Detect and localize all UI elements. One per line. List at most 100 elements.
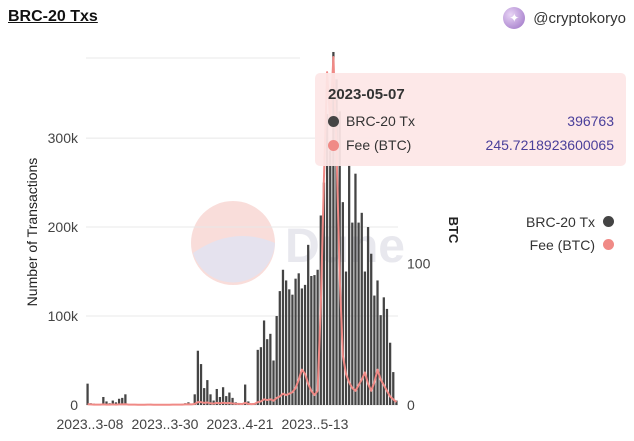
bar-brc20-tx[interactable]	[385, 308, 389, 405]
bar-brc20-tx[interactable]	[300, 288, 304, 405]
bar-brc20-tx[interactable]	[221, 387, 225, 405]
legend-dot-icon	[603, 239, 614, 250]
bar-brc20-tx[interactable]	[199, 364, 203, 405]
tooltip-value: 396763	[567, 113, 614, 129]
bar-brc20-tx[interactable]	[228, 392, 231, 405]
x-tick-label: 2023..5-13	[282, 416, 349, 432]
bar-brc20-tx[interactable]	[278, 291, 281, 405]
bar-brc20-tx[interactable]	[297, 273, 300, 405]
bar-brc20-tx[interactable]	[225, 396, 228, 405]
bar-brc20-tx[interactable]	[291, 294, 294, 405]
bar-brc20-tx[interactable]	[307, 244, 310, 405]
bar-brc20-tx[interactable]	[388, 342, 392, 405]
bar-brc20-tx[interactable]	[269, 333, 272, 405]
bar-brc20-tx[interactable]	[196, 350, 200, 405]
bar-brc20-tx[interactable]	[344, 271, 348, 405]
y-tick-label: 300k	[48, 130, 79, 146]
bar-brc20-tx[interactable]	[209, 394, 212, 405]
bar-brc20-tx[interactable]	[203, 388, 206, 405]
bar-brc20-tx[interactable]	[382, 297, 385, 405]
bar-brc20-tx[interactable]	[281, 269, 285, 405]
bar-brc20-tx[interactable]	[259, 347, 263, 405]
x-tick-label: 2023..3-30	[132, 416, 199, 432]
tooltip-dot-icon	[328, 115, 339, 127]
y-tick-label: 200k	[48, 219, 79, 235]
x-tick-label: 2023..4-21	[207, 416, 274, 432]
legend-label: BRC-20 Tx	[526, 213, 595, 230]
legend-item-tx[interactable]: BRC-20 Tx	[526, 210, 614, 233]
bar-brc20-tx[interactable]	[218, 396, 222, 405]
bar-brc20-tx[interactable]	[351, 222, 354, 405]
avatar-icon: ✦	[503, 7, 526, 29]
bar-brc20-tx[interactable]	[105, 401, 108, 405]
bar-brc20-tx[interactable]	[303, 284, 307, 405]
tooltip-row-tx: BRC-20 Tx 396763	[328, 109, 614, 133]
bar-brc20-tx[interactable]	[206, 380, 209, 405]
bar-brc20-tx[interactable]	[363, 271, 367, 405]
legend-item-fee[interactable]: Fee (BTC)	[526, 233, 614, 256]
bar-brc20-tx[interactable]	[366, 227, 370, 405]
bar-brc20-tx[interactable]	[316, 269, 319, 405]
bar-brc20-tx[interactable]	[124, 394, 127, 405]
author-name: @cryptokoryo	[533, 9, 626, 27]
bar-brc20-tx[interactable]	[379, 315, 382, 405]
bar-brc20-tx[interactable]	[102, 396, 105, 405]
bar-brc20-tx[interactable]	[275, 316, 278, 405]
bar-brc20-tx[interactable]	[86, 383, 89, 405]
chart-title[interactable]: BRC-20 Txs	[8, 8, 98, 25]
bar-brc20-tx[interactable]	[121, 397, 124, 405]
bar-brc20-tx[interactable]	[360, 212, 363, 405]
bar-brc20-tx[interactable]	[310, 275, 313, 405]
bar-brc20-tx[interactable]	[272, 360, 275, 405]
bar-brc20-tx[interactable]	[329, 150, 332, 405]
bar-brc20-tx[interactable]	[294, 278, 297, 405]
bar-brc20-tx[interactable]	[335, 79, 338, 405]
tooltip-date: 2023-05-07	[328, 86, 405, 103]
y-axis-label: Number of Transactions	[24, 158, 40, 307]
tooltip-dot-icon	[328, 139, 339, 151]
y2-axis-label: BTC	[446, 217, 461, 244]
author-badge[interactable]: ✦ @cryptokoryo	[503, 7, 626, 29]
bar-brc20-tx[interactable]	[215, 388, 218, 405]
bar-brc20-tx[interactable]	[117, 398, 121, 405]
legend-label: Fee (BTC)	[529, 236, 595, 253]
bar-brc20-tx[interactable]	[284, 280, 288, 405]
bar-brc20-tx[interactable]	[392, 372, 395, 405]
y-tick-label: 0	[70, 397, 78, 413]
y-tick-label: 100k	[48, 308, 79, 324]
bar-brc20-tx[interactable]	[376, 280, 379, 405]
bar-brc20-tx[interactable]	[266, 339, 269, 405]
bar-brc20-tx[interactable]	[395, 400, 398, 405]
tooltip-label: Fee (BTC)	[346, 137, 412, 153]
bar-brc20-tx[interactable]	[354, 173, 357, 405]
bar-brc20-tx[interactable]	[332, 51, 335, 405]
bar-brc20-tx[interactable]	[244, 384, 247, 405]
tooltip-row-fee: Fee (BTC) 245.7218923600065	[328, 133, 614, 157]
y2-tick-label: 100	[407, 255, 431, 271]
watermark-logo: Dune	[191, 201, 405, 285]
svg-text:Dune: Dune	[285, 220, 405, 273]
bar-brc20-tx[interactable]	[256, 349, 259, 405]
tooltip-value: 245.7218923600065	[485, 137, 614, 153]
bar-brc20-tx[interactable]	[373, 295, 376, 405]
bar-brc20-tx[interactable]	[370, 253, 373, 405]
tooltip: 2023-05-07 BRC-20 Tx 396763 Fee (BTC) 24…	[315, 73, 626, 166]
bar-brc20-tx[interactable]	[341, 202, 344, 405]
y2-tick-label: 0	[407, 397, 415, 413]
bar-brc20-tx[interactable]	[313, 275, 316, 405]
line-fee-btc[interactable]	[87, 56, 398, 406]
bar-brc20-tx[interactable]	[262, 320, 266, 405]
legend: BRC-20 Tx Fee (BTC)	[526, 210, 614, 256]
bar-brc20-tx[interactable]	[348, 164, 351, 405]
bar-brc20-tx[interactable]	[231, 397, 234, 405]
bar-brc20-tx[interactable]	[325, 114, 329, 406]
tooltip-label: BRC-20 Tx	[346, 113, 415, 129]
bar-brc20-tx[interactable]	[322, 182, 326, 405]
bar-brc20-tx[interactable]	[193, 394, 196, 405]
x-tick-label: 2023..3-08	[57, 416, 124, 432]
bar-brc20-tx[interactable]	[111, 400, 114, 405]
bar-brc20-tx[interactable]	[288, 289, 291, 405]
legend-dot-icon	[603, 216, 614, 227]
bar-brc20-tx[interactable]	[357, 222, 360, 405]
